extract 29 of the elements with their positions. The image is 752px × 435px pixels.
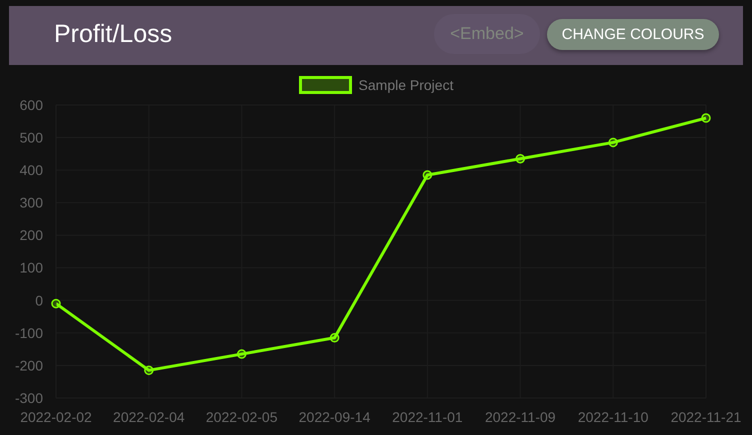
point bbox=[701, 113, 711, 123]
y-tick-label: 300 bbox=[20, 194, 44, 211]
x-tick-label: 2022-09-14 bbox=[298, 408, 371, 425]
point bbox=[422, 170, 432, 180]
x-tick-label: 2022-02-04 bbox=[113, 408, 185, 425]
point bbox=[516, 154, 526, 164]
x-tick-label: 2022-11-10 bbox=[578, 408, 649, 425]
point bbox=[144, 366, 154, 376]
point bbox=[51, 298, 61, 308]
x-tick-label: 2022-02-02 bbox=[20, 408, 92, 425]
chart-title: Profit/Loss bbox=[54, 19, 172, 49]
button: CHANGE COLOURS bbox=[547, 19, 719, 50]
y-tick-label: 400 bbox=[20, 162, 44, 178]
x-tick-label: 2022-02-05 bbox=[206, 408, 278, 425]
point bbox=[236, 349, 246, 359]
y-tick-label: 500 bbox=[20, 130, 44, 146]
x-tick-label: 2022-11-21 bbox=[670, 408, 742, 425]
y-tick-label: 600 bbox=[20, 96, 44, 113]
y-tick-label: 0 bbox=[35, 292, 44, 308]
x-tick-label: 2022-11-09 bbox=[484, 408, 556, 425]
point bbox=[608, 138, 618, 148]
y-tick-label: 200 bbox=[20, 227, 44, 244]
x-tick-label: 2022-11-01 bbox=[392, 408, 463, 425]
y-tick-label: -100 bbox=[14, 324, 44, 341]
point bbox=[330, 333, 340, 343]
y-tick-label: -300 bbox=[14, 390, 44, 406]
y-tick-label: 100 bbox=[20, 260, 44, 276]
legend-label: Sample Project bbox=[358, 77, 454, 93]
y-tick-label: -200 bbox=[14, 357, 44, 374]
